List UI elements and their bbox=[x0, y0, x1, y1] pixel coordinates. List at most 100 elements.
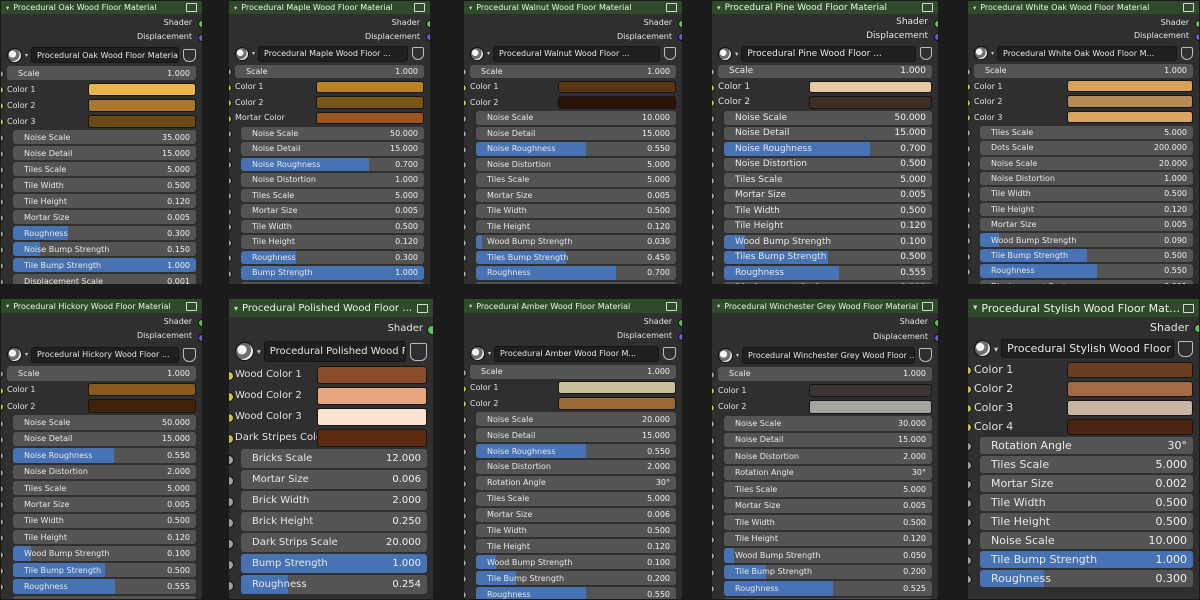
input-socket-icon[interactable] bbox=[968, 283, 971, 284]
color-socket-icon[interactable] bbox=[712, 387, 715, 396]
param-tile-bump-strength[interactable]: Tile Bump Strength 0.500 bbox=[968, 248, 1193, 263]
node-header[interactable]: ▾Procedural Polished Wood Floor Material bbox=[229, 299, 433, 317]
input-socket-icon[interactable] bbox=[464, 223, 467, 232]
input-socket-icon[interactable] bbox=[1, 182, 4, 190]
input-socket-icon[interactable] bbox=[1, 278, 4, 284]
param-displacement-scale[interactable]: Displacement Scale 0.001 bbox=[241, 281, 424, 284]
input-socket-icon[interactable] bbox=[712, 469, 715, 478]
param-tiles-scale[interactable]: Tiles Scale 5.000 bbox=[712, 173, 932, 187]
color-socket-icon[interactable] bbox=[1, 118, 4, 126]
node-header[interactable]: ▾ Procedural Stylish Wood Floor Material bbox=[968, 299, 1199, 317]
param-noise-distortion[interactable]: Noise Distortion 1.000 bbox=[229, 173, 424, 187]
param-noise-bump-strength[interactable]: Noise Bump Strength 0.150 bbox=[1, 242, 196, 256]
param-noise-roughness[interactable]: Noise Roughness 0.700 bbox=[229, 157, 424, 171]
param-rotation-angle[interactable]: Rotation Angle 30° bbox=[968, 437, 1193, 454]
color-swatch[interactable] bbox=[1067, 399, 1193, 416]
color-swatch[interactable] bbox=[558, 96, 676, 109]
param-tile-width[interactable]: Tile Width 0.500 bbox=[968, 494, 1193, 511]
input-socket-icon[interactable] bbox=[712, 519, 715, 528]
param-noise-detail[interactable]: Noise Detail 15.000 bbox=[712, 432, 932, 447]
param-tiles-scale[interactable]: Tiles Scale 5.000 bbox=[968, 125, 1193, 140]
node-header[interactable]: ▾ Procedural White Oak Wood Floor Materia… bbox=[968, 1, 1199, 14]
fake-user-shield-icon[interactable] bbox=[1178, 340, 1193, 357]
param-tile-width[interactable]: Tile Width 0.500 bbox=[464, 204, 676, 218]
param-tile-height[interactable]: Tile Height 0.120 bbox=[968, 202, 1193, 217]
color-swatch[interactable] bbox=[809, 383, 932, 397]
collapse-chevron-icon[interactable]: ▾ bbox=[973, 303, 978, 313]
param-noise-scale[interactable]: Noise Scale 35.000 bbox=[1, 130, 196, 144]
param-tiles-scale[interactable]: Tiles Scale 5.000 bbox=[464, 173, 676, 187]
color-socket-icon[interactable] bbox=[968, 366, 972, 375]
input-socket-icon[interactable] bbox=[968, 252, 971, 261]
param-tiles-scale[interactable]: Tiles Scale 5.000 bbox=[229, 188, 424, 202]
input-socket-icon[interactable] bbox=[968, 518, 972, 527]
param-scale[interactable]: Scale 1.000 bbox=[712, 64, 932, 78]
input-socket-icon[interactable] bbox=[464, 176, 467, 185]
fake-user-shield-icon[interactable] bbox=[920, 47, 932, 61]
input-socket-icon[interactable] bbox=[464, 161, 467, 170]
output-socket-icon[interactable] bbox=[678, 19, 682, 28]
input-socket-icon[interactable] bbox=[229, 130, 232, 139]
param-noise-scale[interactable]: Noise Scale 10.000 bbox=[968, 532, 1193, 549]
input-socket-icon[interactable] bbox=[968, 537, 972, 546]
param-noise-distortion[interactable]: Noise Distortion 1.000 bbox=[968, 171, 1193, 186]
chevron-down-icon[interactable]: ▾ bbox=[735, 49, 739, 58]
fake-user-shield-icon[interactable] bbox=[412, 47, 424, 61]
param-noise-distortion[interactable]: Noise Distortion 2.000 bbox=[712, 449, 932, 464]
param-bricks-scale[interactable]: Bricks Scale 12.000 bbox=[229, 449, 427, 468]
collapse-chevron-icon[interactable]: ▾ bbox=[6, 302, 10, 310]
color-socket-icon[interactable] bbox=[229, 370, 234, 381]
param-scale[interactable]: Scale 1.000 bbox=[464, 364, 676, 379]
param-mortar-size[interactable]: Mortar Size 0.006 bbox=[464, 507, 676, 522]
collapse-chevron-icon[interactable]: ▾ bbox=[717, 3, 721, 12]
color-socket-icon[interactable] bbox=[968, 98, 971, 107]
input-socket-icon[interactable] bbox=[464, 511, 467, 520]
color-socket-icon[interactable] bbox=[1, 386, 4, 395]
input-socket-icon[interactable] bbox=[712, 130, 715, 139]
param-tiles-scale[interactable]: Tiles Scale 5.000 bbox=[1, 480, 196, 496]
input-socket-icon[interactable] bbox=[712, 568, 715, 577]
output-socket-icon[interactable] bbox=[198, 319, 202, 328]
param-tile-bump-strength[interactable]: Tile Bump Strength 1.000 bbox=[968, 551, 1193, 568]
input-socket-icon[interactable] bbox=[968, 160, 971, 169]
input-socket-icon[interactable] bbox=[712, 114, 715, 123]
input-socket-icon[interactable] bbox=[464, 543, 467, 552]
output-socket-icon[interactable] bbox=[934, 319, 938, 328]
input-socket-icon[interactable] bbox=[464, 591, 467, 599]
input-socket-icon[interactable] bbox=[229, 254, 232, 263]
param-noise-scale[interactable]: Noise Scale 20.000 bbox=[968, 156, 1193, 170]
chevron-down-icon[interactable]: ▾ bbox=[487, 50, 491, 58]
param-noise-distortion[interactable]: Noise Distortion 0.500 bbox=[712, 157, 932, 171]
param-roughness[interactable]: Roughness 0.550 bbox=[464, 587, 676, 599]
node-preview-icon[interactable] bbox=[1183, 3, 1194, 12]
output-socket-icon[interactable] bbox=[198, 333, 202, 342]
output-socket-icon[interactable] bbox=[427, 324, 433, 335]
param-tile-width[interactable]: Tile Width 0.500 bbox=[712, 515, 932, 530]
color-socket-icon[interactable] bbox=[968, 423, 972, 432]
input-socket-icon[interactable] bbox=[968, 480, 972, 489]
collapse-chevron-icon[interactable]: ▾ bbox=[469, 3, 473, 12]
output-socket-icon[interactable] bbox=[1194, 324, 1199, 333]
param-rotation-angle[interactable]: Rotation Angle 30° bbox=[712, 465, 932, 480]
chevron-down-icon[interactable]: ▾ bbox=[736, 351, 740, 359]
node-preview-icon[interactable] bbox=[414, 3, 425, 12]
input-socket-icon[interactable] bbox=[712, 486, 715, 495]
input-socket-icon[interactable] bbox=[229, 517, 234, 528]
param-noise-distortion[interactable]: Noise Distortion 2.000 bbox=[464, 460, 676, 474]
input-socket-icon[interactable] bbox=[968, 221, 971, 230]
input-socket-icon[interactable] bbox=[968, 175, 971, 184]
input-socket-icon[interactable] bbox=[1, 452, 4, 461]
param-scale[interactable]: Scale 1.000 bbox=[1, 366, 196, 381]
material-name-field[interactable]: Procedural Winchester Grey Wood Floor ..… bbox=[742, 347, 915, 364]
input-socket-icon[interactable] bbox=[1, 468, 4, 477]
input-socket-icon[interactable] bbox=[1, 534, 4, 543]
color-swatch[interactable] bbox=[809, 400, 932, 414]
material-sphere-icon[interactable] bbox=[974, 340, 991, 357]
input-socket-icon[interactable] bbox=[1, 485, 4, 494]
input-socket-icon[interactable] bbox=[464, 145, 467, 154]
material-sphere-icon[interactable] bbox=[718, 347, 733, 363]
output-socket-icon[interactable] bbox=[934, 333, 938, 342]
param-displacement-scale[interactable]: Displacement Scale 0.001 bbox=[476, 281, 676, 284]
param-tile-bump-strength[interactable]: Tile Bump Strength 0.200 bbox=[712, 564, 932, 579]
input-socket-icon[interactable] bbox=[464, 238, 467, 247]
